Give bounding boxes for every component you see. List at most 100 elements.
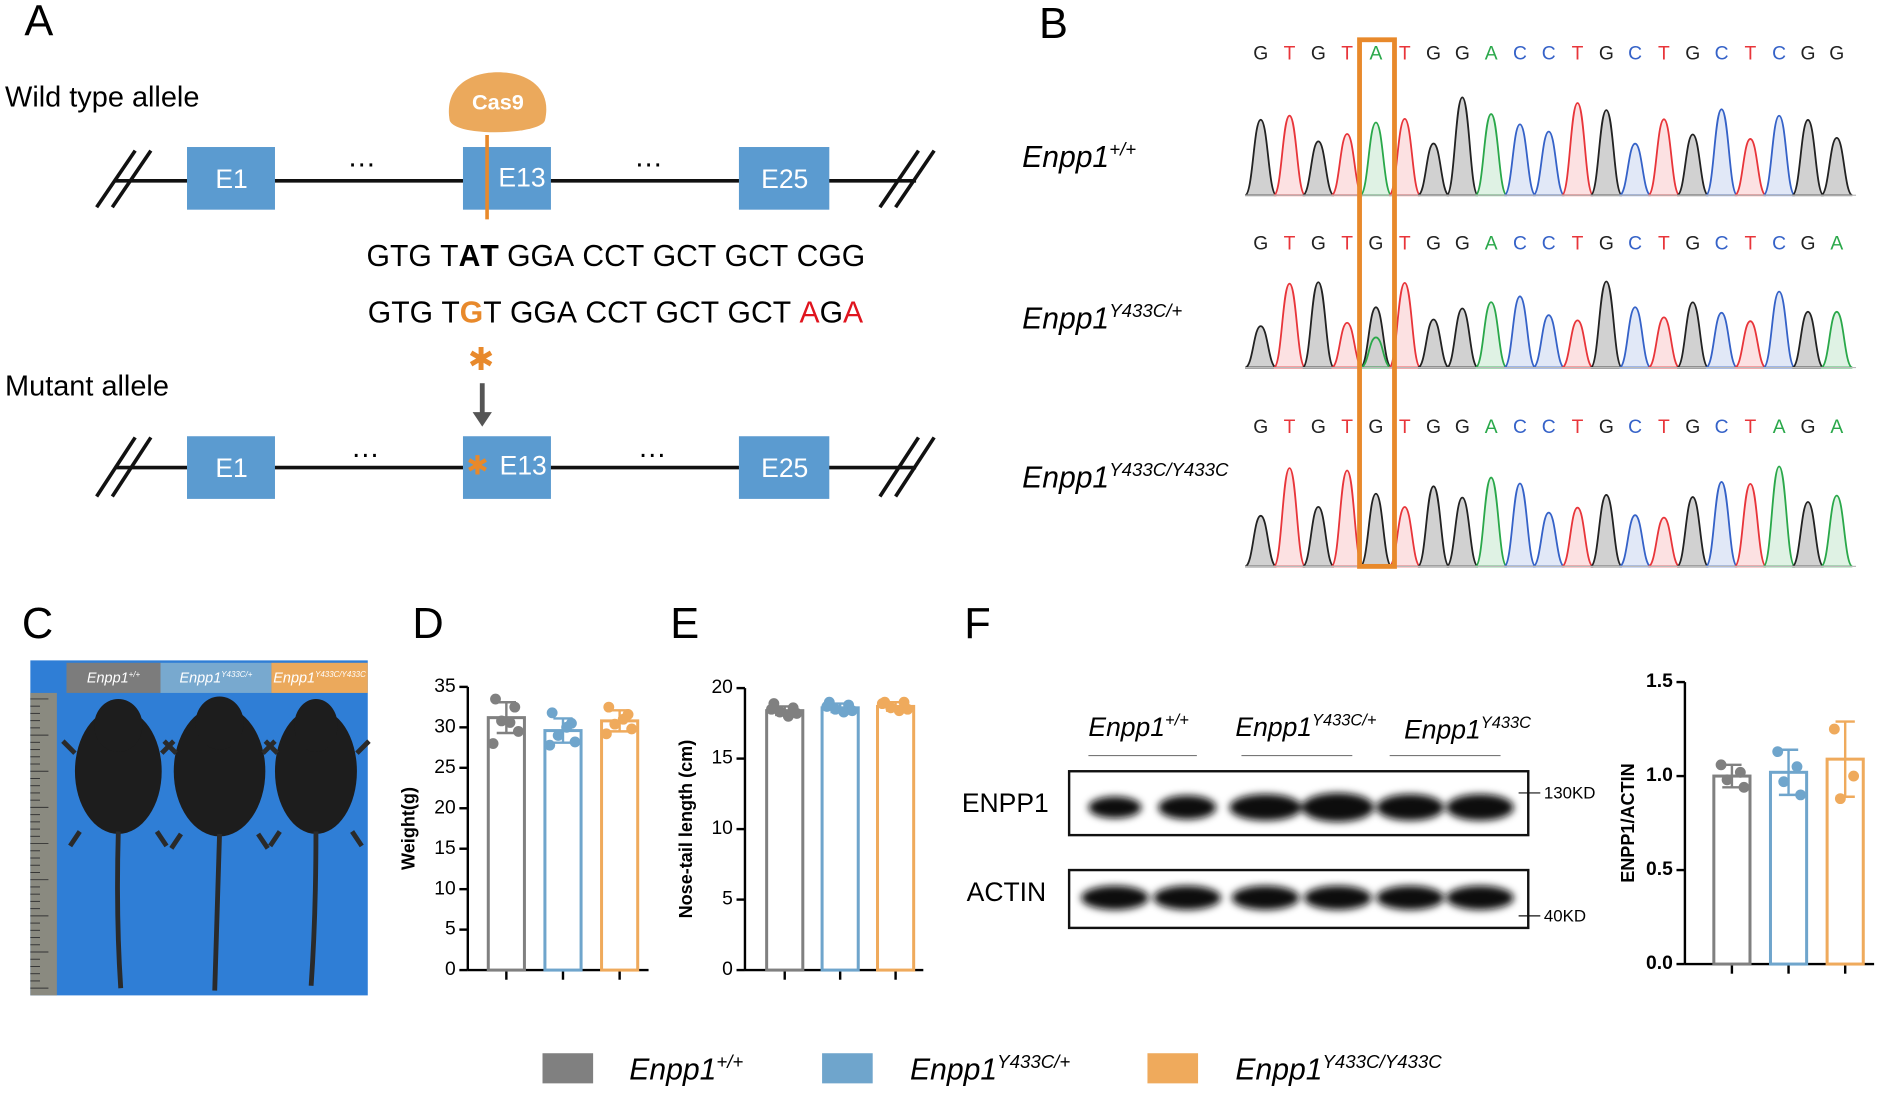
trace-peak: [1416, 318, 1451, 369]
data-point: [603, 701, 615, 713]
base-call: G: [1455, 234, 1470, 255]
data-point: [821, 701, 833, 712]
sequence-base: C: [751, 296, 773, 329]
trace-peak: [1244, 514, 1277, 568]
base-call: G: [1311, 234, 1326, 255]
sequence-base: T: [701, 296, 719, 329]
exon-label: E1: [215, 453, 247, 483]
mouse: [294, 698, 338, 752]
trace-peak: [1301, 140, 1335, 197]
data-point: [561, 721, 573, 733]
base-call: G: [1311, 43, 1326, 64]
trace-peak: [1762, 114, 1796, 197]
genotype-base: Enpp1: [1404, 714, 1481, 744]
break-mark: [95, 149, 137, 209]
trace-peak: [1445, 496, 1479, 568]
sequence-base: A: [459, 240, 481, 273]
base-call: G: [1253, 43, 1268, 64]
base-call: G: [1599, 234, 1614, 255]
exon: [738, 147, 830, 210]
base-call: G: [1426, 234, 1441, 255]
panel-label: B: [1039, 0, 1068, 48]
sequence-base: G: [368, 296, 391, 329]
genotype-base: Enpp1: [1022, 462, 1109, 495]
sequence-base: [432, 240, 440, 273]
base-call: T: [1744, 417, 1756, 438]
sequence-base: T: [441, 296, 459, 329]
trace-peak: [1560, 506, 1595, 568]
base-call: A: [1830, 234, 1843, 255]
trace-peak: [1705, 311, 1739, 369]
panel-label: A: [24, 0, 53, 46]
base-call: A: [1485, 417, 1498, 438]
base-call: T: [1658, 234, 1670, 255]
band: [1088, 796, 1142, 819]
label-strip: [271, 662, 368, 693]
ellipsis: …: [638, 432, 667, 464]
break-mark: [878, 149, 920, 209]
trace-peak: [1560, 319, 1595, 369]
band: [1376, 885, 1444, 910]
base-call: T: [1744, 234, 1756, 255]
band: [1153, 885, 1221, 910]
base-call: C: [1513, 234, 1527, 255]
sequence-base: A: [557, 296, 578, 329]
base-call: C: [1628, 43, 1642, 64]
trace-peak: [1474, 301, 1508, 369]
base-call: G: [1311, 417, 1326, 438]
data-point: [509, 701, 521, 713]
trace-peak: [1618, 514, 1652, 568]
band: [1301, 792, 1375, 822]
panel-label: C: [22, 600, 53, 648]
trace-peak: [1618, 306, 1652, 369]
marker-label: 130KD: [1544, 784, 1596, 803]
sequence-base: [788, 240, 796, 273]
band-label: ACTIN: [967, 877, 1047, 907]
bar: [876, 704, 916, 972]
trace-peak: [1301, 281, 1335, 369]
cas9-label: Cas9: [472, 89, 524, 114]
trace-peak: [1820, 494, 1854, 568]
break-mark: [110, 149, 153, 209]
trace-peak: [1359, 492, 1393, 568]
base-call: A: [1773, 417, 1786, 438]
trace-peak: [1272, 282, 1307, 369]
sequence-base: C: [748, 240, 770, 273]
y-tick-label: 0: [722, 959, 733, 980]
allele-label: Wild type allele: [5, 81, 199, 113]
band: [1231, 885, 1300, 910]
genotype-sup: Y433C/+: [1109, 300, 1182, 321]
trace-peak: [1503, 482, 1537, 568]
y-tick-label: 0: [445, 959, 456, 980]
exon: [738, 436, 830, 499]
base-call: T: [1399, 234, 1411, 255]
genotype-sup: +/+: [716, 1051, 743, 1072]
genotype-sup: Y433C: [1481, 714, 1531, 732]
bar-chart: 0 5 10 15 20 25 30 35 Weight(g): [399, 676, 649, 980]
bar: [486, 716, 526, 972]
trace-peak: [1589, 494, 1623, 568]
base-call: T: [1572, 43, 1584, 64]
trace-peak: [1589, 109, 1623, 197]
genotype-label: Enpp1Y433C/Y433C: [1022, 459, 1229, 494]
data-point: [774, 706, 786, 718]
mouse-photo: Enpp1+/+ Enpp1Y433C/+ Enpp1Y433C/Y433C: [30, 660, 371, 996]
trace-peak: [1820, 136, 1854, 197]
sequence-base: T: [698, 240, 716, 273]
base-call: G: [1455, 43, 1470, 64]
y-tick-label: 0.5: [1646, 859, 1673, 880]
base-call: C: [1628, 417, 1642, 438]
legend-label: Enpp1Y433C/+: [910, 1051, 1070, 1086]
base-call: T: [1284, 417, 1296, 438]
data-point: [893, 705, 905, 717]
trace-peak: [1445, 96, 1479, 197]
trace-peak: [1445, 307, 1479, 369]
sequence-base: G: [725, 240, 748, 273]
bands: [1081, 792, 1514, 910]
base-call: G: [1368, 417, 1383, 438]
base-call: G: [1800, 234, 1815, 255]
sequence-base: G: [507, 240, 530, 273]
base-call: G: [1685, 417, 1700, 438]
break-mark: [894, 436, 936, 498]
